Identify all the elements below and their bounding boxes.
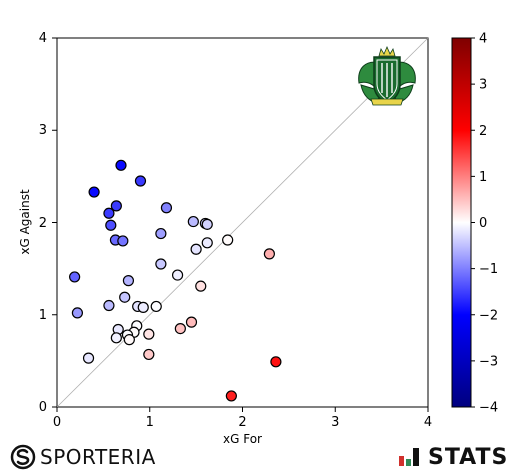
data-point [143,348,155,361]
data-point [155,227,167,240]
data-point [150,300,162,313]
colorbar-tick-label: −2 [479,308,498,323]
data-points [69,159,282,402]
data-point [88,186,100,198]
colorbar-tick-label: 2 [479,124,487,139]
data-point [103,207,115,219]
data-point [160,202,173,214]
data-point [69,271,81,283]
data-point [117,235,129,247]
stats-bars-icon [399,448,419,466]
data-point [201,218,213,230]
data-point [110,200,122,212]
stats-logo: STATS [398,443,508,471]
colorbar-gradient [451,37,472,408]
data-point [225,390,237,402]
data-point [185,316,198,328]
colorbar-tick-label: 1 [479,170,487,185]
stats-logo-text: STATS [428,444,509,470]
x-tick-label: 2 [238,415,246,430]
x-tick-label: 3 [331,415,339,430]
data-point [110,332,122,344]
data-point [103,299,115,312]
sporteria-logo-text: SPORTERIA [40,445,156,469]
sporteria-s-icon [10,444,36,470]
data-point [222,234,234,246]
data-point [174,322,186,335]
data-point [143,328,155,340]
y-tick-label: 0 [39,400,47,415]
colorbar-tick-label: 4 [479,32,487,47]
data-point [71,307,84,319]
data-point [155,258,167,270]
data-point [123,334,135,346]
data-point [82,352,95,364]
x-tick-label: 4 [424,415,432,430]
data-point [201,237,213,249]
y-tick-label: 4 [39,31,47,46]
x-axis: 0 1 2 3 4 xG For [53,407,432,446]
data-point [171,269,184,281]
data-point [270,356,282,368]
colorbar-tick-label: 3 [479,78,487,93]
colorbar-tick-label: −4 [479,401,498,416]
x-axis-title: xG For [223,432,262,446]
x-tick-label: 1 [146,415,154,430]
data-point [115,159,127,171]
colorbar-tick-label: 0 [479,216,487,231]
data-point [195,280,207,292]
sporteria-logo: SPORTERIA [10,443,156,471]
diagonal-reference-line [56,37,429,408]
data-point [187,215,199,228]
data-point [134,175,147,187]
data-point [105,219,117,231]
colorbar-tick-label: −3 [479,354,498,369]
data-point [137,301,149,313]
y-tick-label: 2 [39,216,47,231]
colorbar-tick-label: −1 [479,262,498,277]
y-axis-title: xG Against [18,189,32,255]
colorbar: 4 3 2 1 0 −1 −2 −3 −4 [451,32,498,416]
team-crest-icon [358,45,416,106]
data-point [122,275,135,287]
y-tick-label: 1 [39,308,47,323]
x-tick-label: 0 [53,415,61,430]
data-point [119,291,131,303]
data-point [263,248,275,260]
data-point [190,243,202,255]
y-tick-label: 3 [39,123,47,138]
y-axis: 0 1 2 3 4 xG Against [18,31,57,415]
